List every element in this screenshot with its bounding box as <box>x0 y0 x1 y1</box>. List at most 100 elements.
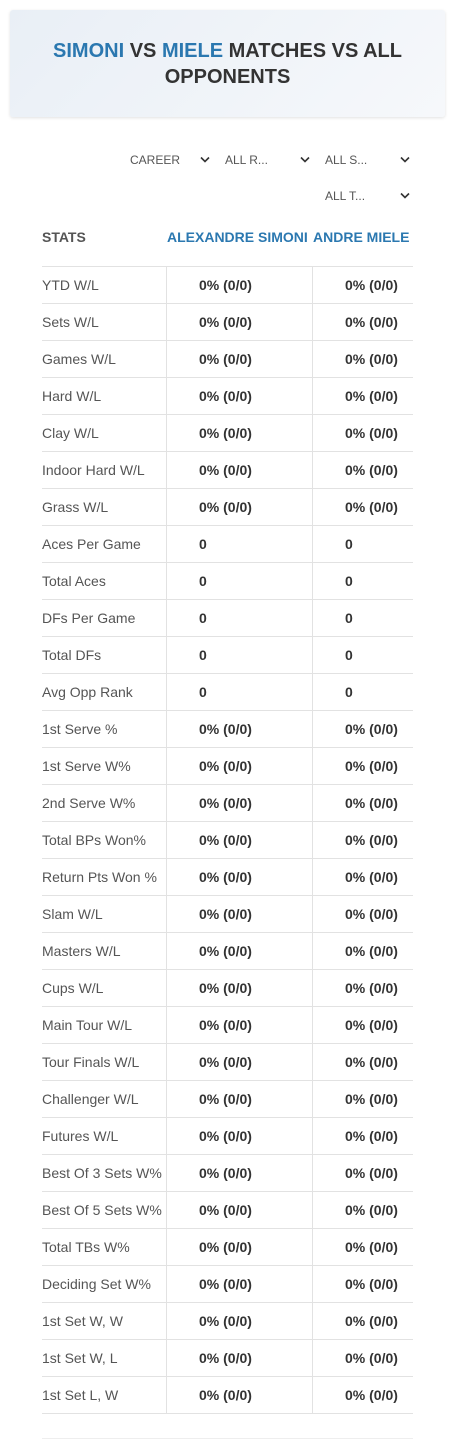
divider <box>312 711 313 747</box>
divider <box>166 822 167 858</box>
filter-select[interactable]: CAREER <box>130 150 210 170</box>
divider <box>166 637 167 673</box>
divider <box>312 674 313 710</box>
player1-value: 0% (0/0) <box>199 462 252 478</box>
filter-select[interactable]: ALL S... <box>325 150 410 170</box>
divider <box>312 304 313 340</box>
player2: MIELE <box>161 39 224 62</box>
table-row: Best Of 5 Sets W% 0% (0/0) 0% (0/0) <box>42 1191 413 1228</box>
divider <box>166 748 167 784</box>
table-row: Grass W/L 0% (0/0) 0% (0/0) <box>42 488 413 525</box>
row-label: Deciding Set W% <box>42 1276 151 1292</box>
row-label: Masters W/L <box>42 943 121 959</box>
player1-value: 0 <box>199 536 207 552</box>
player2-value: 0% (0/0) <box>345 1350 398 1366</box>
player2-value: 0% (0/0) <box>345 499 398 515</box>
divider <box>166 674 167 710</box>
player2-value: 0% (0/0) <box>345 906 398 922</box>
chevron <box>400 192 410 199</box>
row-label: 1st Set W, L <box>42 1350 118 1366</box>
filter-label: ALL T... <box>325 189 366 203</box>
player1-value: 0% (0/0) <box>199 906 252 922</box>
divider <box>166 970 167 1006</box>
table-row: Total TBs W% 0% (0/0) 0% (0/0) <box>42 1228 413 1265</box>
title: SIMONI VS MIELE MATCHES VS ALL OPPONENTS <box>28 38 428 90</box>
row-label: Slam W/L <box>42 906 103 922</box>
divider <box>312 489 313 525</box>
row-label: 1st Set L, W <box>42 1387 119 1403</box>
filter-label: CAREER <box>130 153 181 167</box>
player1-value: 0% (0/0) <box>199 1091 252 1107</box>
divider <box>166 1118 167 1154</box>
player2-value: 0 <box>345 684 353 700</box>
player1-value: 0% (0/0) <box>199 1387 252 1403</box>
table-row: Main Tour W/L 0% (0/0) 0% (0/0) <box>42 1006 413 1043</box>
player2-value: 0 <box>345 573 353 589</box>
divider <box>166 1377 167 1413</box>
filter-label: ALL R... <box>225 153 268 167</box>
table-row: Avg Opp Rank 0 0 <box>42 673 413 710</box>
player2-value: 0% (0/0) <box>345 388 398 404</box>
table-row: Futures W/L 0% (0/0) 0% (0/0) <box>42 1117 413 1154</box>
table-row: 1st Set W, W 0% (0/0) 0% (0/0) <box>42 1302 413 1339</box>
divider <box>312 452 313 488</box>
divider <box>312 970 313 1006</box>
divider <box>312 933 313 969</box>
divider <box>166 378 167 414</box>
table-row: 1st Serve W% 0% (0/0) 0% (0/0) <box>42 747 413 784</box>
divider <box>312 785 313 821</box>
table-row: Tour Finals W/L 0% (0/0) 0% (0/0) <box>42 1043 413 1080</box>
player2-value: 0 <box>345 536 353 552</box>
player1-value: 0% (0/0) <box>199 351 252 367</box>
vs: VS <box>129 39 157 62</box>
row-label: Tour Finals W/L <box>42 1054 140 1070</box>
row-label: Sets W/L <box>42 314 99 330</box>
divider <box>166 267 167 303</box>
row-label: Challenger W/L <box>42 1091 139 1107</box>
player2-value: 0% (0/0) <box>345 1091 398 1107</box>
divider <box>312 1192 313 1228</box>
table-row: Best Of 3 Sets W% 0% (0/0) 0% (0/0) <box>42 1154 413 1191</box>
filter-select[interactable]: ALL T... <box>325 186 410 206</box>
row-label: YTD W/L <box>42 277 99 293</box>
table-row: Hard W/L 0% (0/0) 0% (0/0) <box>42 377 413 414</box>
table-row: Masters W/L 0% (0/0) 0% (0/0) <box>42 932 413 969</box>
divider <box>312 1340 313 1376</box>
player2-value: 0% (0/0) <box>345 795 398 811</box>
divider <box>166 600 167 636</box>
player1-value: 0% (0/0) <box>199 425 252 441</box>
row-label: Games W/L <box>42 351 116 367</box>
divider <box>312 415 313 451</box>
divider <box>312 563 313 599</box>
table-row: 1st Serve % 0% (0/0) 0% (0/0) <box>42 710 413 747</box>
chevron <box>400 156 410 163</box>
row-label: Main Tour W/L <box>42 1017 132 1033</box>
player1-value: 0% (0/0) <box>199 980 252 996</box>
player1-value: 0% (0/0) <box>199 1313 252 1329</box>
divider <box>312 822 313 858</box>
player2-value: 0 <box>345 647 353 663</box>
row-label: 1st Set W, W <box>42 1313 123 1329</box>
filter-label: ALL S... <box>325 153 368 167</box>
table-row: Sets W/L 0% (0/0) 0% (0/0) <box>42 303 413 340</box>
player1-value: 0 <box>199 647 207 663</box>
player1-value: 0 <box>199 610 207 626</box>
filter-select[interactable]: ALL R... <box>225 150 310 170</box>
table-row: 2nd Serve W% 0% (0/0) 0% (0/0) <box>42 784 413 821</box>
row-label: Clay W/L <box>42 425 99 441</box>
row-label: Best Of 5 Sets W% <box>42 1202 162 1218</box>
player2-value: 0% (0/0) <box>345 351 398 367</box>
player1: SIMONI <box>53 39 125 62</box>
divider <box>312 378 313 414</box>
divider <box>312 341 313 377</box>
divider <box>312 1155 313 1191</box>
player1-value: 0 <box>199 684 207 700</box>
footer-line <box>42 1438 413 1439</box>
divider <box>312 1303 313 1339</box>
player2-value: 0% (0/0) <box>345 943 398 959</box>
player1-value: 0% (0/0) <box>199 1239 252 1255</box>
player2-value: 0% (0/0) <box>345 1239 398 1255</box>
player2-value: 0% (0/0) <box>345 832 398 848</box>
divider <box>166 1192 167 1228</box>
